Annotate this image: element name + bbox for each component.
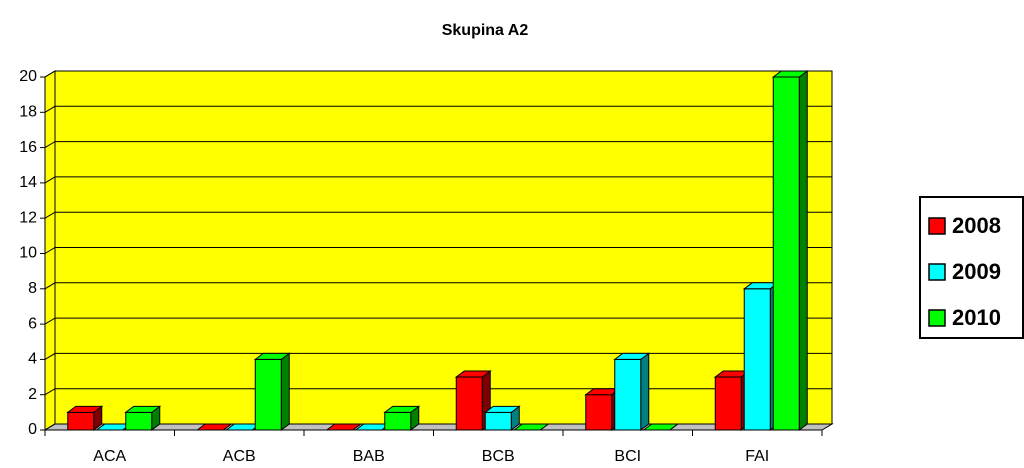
y-tick-label: 4	[28, 351, 37, 368]
grid-line	[44, 211, 832, 219]
bar-side	[280, 352, 290, 431]
bar-front	[714, 376, 742, 431]
y-tick-label: 6	[28, 315, 37, 332]
grid-line	[44, 141, 832, 149]
grid-line	[44, 317, 832, 325]
y-tick-label: 20	[19, 68, 37, 85]
plot-floor	[43, 423, 834, 431]
bar	[253, 352, 291, 431]
bar-front	[614, 358, 642, 431]
bar	[771, 70, 809, 431]
x-tick-label: BCB	[482, 448, 515, 465]
y-tick-label: 2	[28, 386, 37, 403]
bar-top	[613, 352, 651, 360]
grid-line	[44, 70, 832, 78]
bar-top	[195, 423, 233, 431]
grid-line	[44, 247, 832, 254]
grid-line	[44, 282, 832, 290]
x-tick-label: BCI	[614, 448, 641, 465]
bar-top	[642, 423, 680, 431]
x-tick-label: FAI	[745, 448, 769, 465]
bar	[325, 423, 363, 431]
bar	[642, 423, 680, 431]
legend-swatch	[928, 309, 946, 327]
grid-line	[44, 176, 832, 184]
bar-top	[483, 405, 521, 413]
legend-swatch	[928, 217, 946, 235]
grid-line	[44, 388, 832, 396]
bar-top	[253, 352, 291, 360]
y-tick-label: 0	[28, 421, 37, 438]
bar-side	[798, 70, 808, 431]
bar	[512, 423, 550, 431]
legend-label: 2009	[952, 259, 1001, 284]
grid-line	[44, 105, 832, 113]
bar-side	[640, 352, 650, 431]
bar	[483, 405, 521, 431]
y-tick-label: 14	[19, 174, 37, 191]
legend-swatch	[928, 263, 946, 281]
bar-top	[124, 405, 162, 413]
bar	[66, 405, 104, 431]
bar-front	[743, 288, 771, 431]
bar-top	[383, 405, 421, 413]
bar	[383, 405, 421, 431]
bar-front	[484, 411, 512, 431]
bar-top	[325, 423, 363, 431]
x-tick-label: BAB	[353, 448, 385, 465]
bar-front	[585, 394, 613, 431]
x-tick-label: ACA	[93, 448, 126, 465]
bar	[713, 370, 751, 431]
bar	[195, 423, 233, 431]
bar-front	[67, 411, 95, 431]
bar-front	[384, 411, 412, 431]
bar-front	[125, 411, 153, 431]
bar-front	[254, 358, 282, 431]
y-tick-label: 10	[19, 245, 37, 262]
grid-line	[44, 423, 832, 431]
bar-top	[771, 70, 809, 78]
chart-title: Skupina A2	[442, 22, 529, 39]
y-tick-label: 12	[19, 209, 37, 226]
y-tick-label: 18	[19, 104, 37, 121]
bar	[124, 405, 162, 431]
bar-front	[455, 376, 483, 431]
legend-label: 2010	[952, 305, 1001, 330]
y-tick-label: 8	[28, 280, 37, 297]
legend-label: 2008	[952, 213, 1001, 238]
bar	[613, 352, 651, 431]
bar-top	[454, 370, 492, 378]
y-tick-label: 16	[19, 139, 37, 156]
bar-front	[772, 76, 800, 431]
x-tick-label: ACB	[223, 448, 256, 465]
bar-top	[66, 405, 104, 413]
bar-top	[512, 423, 550, 431]
grid-line	[44, 352, 832, 360]
